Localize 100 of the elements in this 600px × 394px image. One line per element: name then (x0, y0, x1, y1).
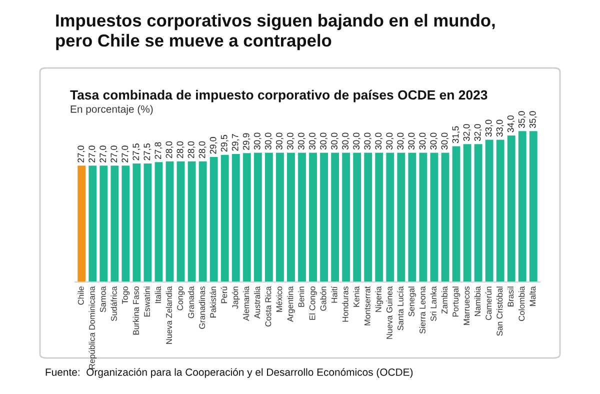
bar (198, 161, 207, 282)
data-label: 33,0 (485, 120, 493, 137)
x-tick-label: Sudáfrica (110, 286, 117, 321)
x-tick-label: Gabón (320, 286, 326, 311)
bar (242, 153, 251, 282)
data-label: 30,0 (276, 132, 284, 150)
source-note: Fuente: Organización para la Cooperación y el Desarrollo Económicos (OCDE) (46, 368, 413, 378)
data-label: 30,0 (397, 132, 405, 150)
data-label: 30,0 (298, 132, 306, 150)
x-tick-label: Costa Rica (265, 286, 272, 326)
bar (276, 152, 284, 282)
x-tick-label: El Congo (309, 286, 317, 320)
data-label: 30,0 (254, 132, 262, 150)
x-tick-label: Burkina Faso (132, 286, 139, 335)
data-label: 27,0 (100, 146, 108, 162)
data-label: 30,0 (375, 132, 383, 150)
bar (154, 162, 163, 282)
x-tick-label: Brasil (507, 286, 514, 306)
bar (298, 152, 306, 282)
x-tick-label: Togo (122, 286, 130, 304)
bar (176, 161, 185, 282)
text: En porcentaje (%) (70, 105, 153, 115)
bar (78, 166, 86, 282)
x-tick-label: Sierra Leona (419, 286, 426, 334)
bar (496, 140, 504, 282)
chart-title: Impuestos corporativos siguen bajando en el mundo, pero Chile se mueve a contrapelo (56, 14, 495, 50)
data-label: 30,0 (364, 132, 372, 150)
bar (507, 135, 516, 282)
x-tick-label: Granada (188, 286, 194, 318)
data-label: 28,0 (166, 141, 174, 158)
bar (397, 152, 406, 282)
data-label: 30,0 (342, 132, 350, 150)
x-tick-label: Pakistán (210, 286, 216, 318)
data-label: 30,0 (408, 132, 416, 150)
data-label: 30,0 (309, 132, 316, 150)
bar (287, 152, 295, 282)
bar (452, 146, 460, 282)
x-tick-label: México (276, 286, 282, 312)
data-label: 29,9 (242, 133, 250, 150)
x-tick-label: Sri Lanka (430, 286, 436, 321)
bar (386, 152, 394, 282)
data-label: 30,0 (353, 132, 361, 150)
bar (408, 152, 416, 282)
x-tick-label: Australia (254, 286, 260, 319)
x-tick-label: Honduras (342, 286, 348, 322)
bar (220, 154, 229, 282)
x-tick-label: San Cristóbal (496, 286, 503, 336)
x-tick-label: Perú (220, 286, 228, 304)
bar (441, 152, 450, 282)
x-tick-label: República Dominicana (88, 286, 97, 369)
x-tick-label: Santa Lucía (397, 286, 404, 330)
bar (364, 152, 372, 282)
x-tick-label: Nigeria (375, 286, 384, 312)
x-tick-label: Zambia (441, 286, 448, 314)
data-label: 27,0 (110, 146, 118, 162)
bar (320, 152, 328, 282)
x-tick-label: Colombia (518, 286, 525, 321)
x-tick-label: Montserrat (364, 286, 370, 326)
x-tick-label: Kenia (353, 286, 360, 307)
data-label: 33,0 (496, 120, 504, 137)
data-label: 30,0 (441, 132, 449, 150)
bar (88, 166, 97, 282)
bar (518, 131, 526, 282)
bar (122, 166, 130, 282)
data-label: 30,0 (264, 132, 272, 150)
bar (254, 152, 262, 282)
data-label: 27,0 (78, 146, 86, 162)
x-tick-label: Argentina (287, 286, 295, 322)
data-label: 32,0 (463, 124, 471, 141)
data-label: 30,0 (430, 132, 438, 150)
data-label: 30,0 (287, 132, 294, 150)
x-tick-label: Senegal (408, 286, 416, 316)
bar (474, 144, 482, 282)
data-label: 29,5 (220, 134, 228, 152)
bar (419, 152, 428, 282)
data-label: 29,7 (232, 134, 240, 151)
bar (210, 157, 218, 282)
x-tick-label: Namibia (474, 286, 481, 316)
x-tick-label: Nueva Guinea (386, 286, 392, 339)
data-label: 28,0 (198, 141, 206, 158)
bar (463, 144, 472, 282)
x-tick-label: Portugal (452, 286, 460, 317)
data-label: 30,0 (331, 132, 339, 150)
x-tick-label: Camerún (485, 286, 492, 320)
bar (132, 163, 141, 282)
bar (485, 140, 494, 282)
x-tick-label: Benin (298, 286, 304, 307)
data-label: 30,0 (320, 132, 328, 150)
x-tick-label: Chile (78, 286, 84, 305)
data-label: 31,5 (452, 126, 460, 144)
x-tick-label: Eswatini (144, 286, 150, 317)
x-tick-label: Marruecos (464, 286, 470, 325)
x-tick-label: Nueva Zelandia (166, 286, 172, 344)
bar (309, 152, 317, 282)
bar (353, 152, 362, 282)
bar (331, 152, 340, 282)
data-label: 27,5 (144, 144, 152, 160)
x-tick-label: Granadinas (198, 286, 206, 329)
bar (110, 166, 119, 282)
data-label: 28,0 (176, 141, 184, 158)
